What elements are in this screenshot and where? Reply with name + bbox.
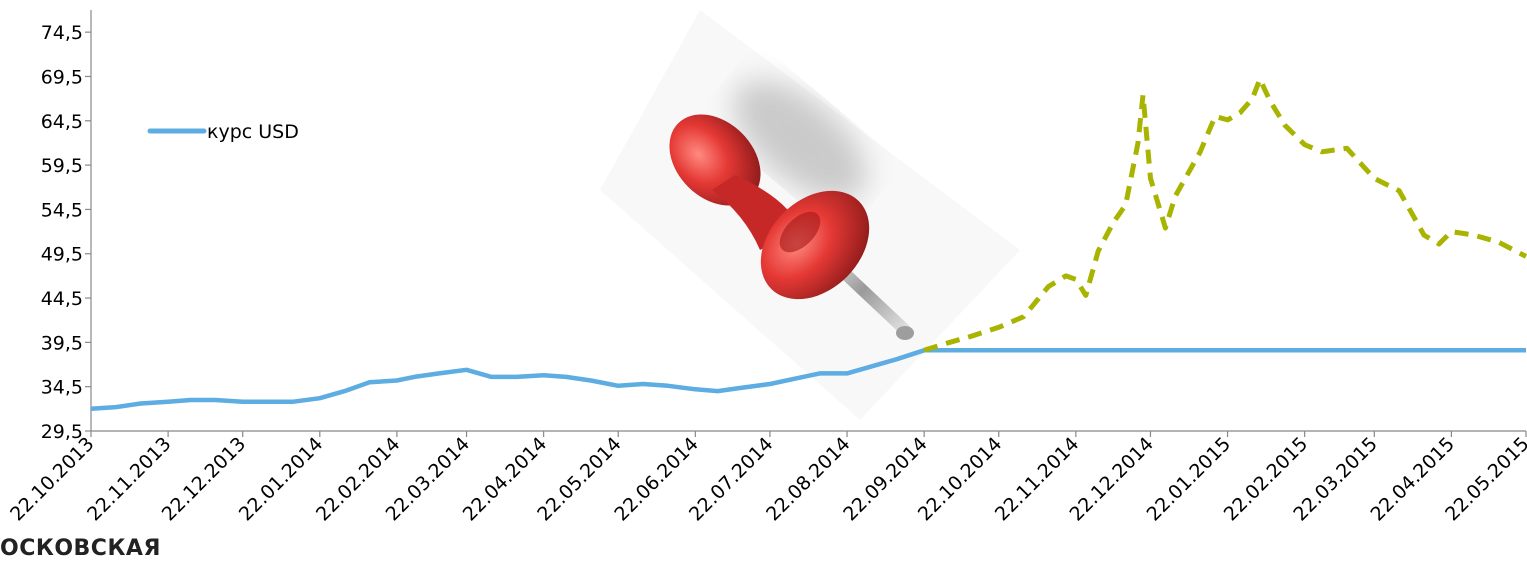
- legend-label: курс USD: [207, 121, 299, 143]
- series-layer: [90, 76, 1527, 412]
- y-tick-label: 69,5: [41, 66, 83, 88]
- y-tick-label: 54,5: [41, 199, 83, 221]
- x-axis-ticks: 22.10.201322.11.201322.12.201322.01.2014…: [6, 431, 1527, 525]
- pushpin-icon: [600, 10, 1020, 420]
- y-tick-label: 34,5: [41, 377, 83, 399]
- y-tick-label: 39,5: [41, 332, 83, 354]
- y-tick-label: 64,5: [41, 111, 83, 133]
- y-tick-label: 44,5: [41, 288, 83, 310]
- y-tick-label: 29,5: [41, 421, 83, 443]
- y-tick-label: 59,5: [41, 155, 83, 177]
- y-axis-ticks: 29,5 34,5 39,5 44,5 49,5 54,5 59,5 64,5 69,5 74,5: [41, 22, 91, 443]
- series-line-1: [90, 348, 1526, 412]
- series-line-2: [923, 76, 1527, 353]
- y-tick-label: 49,5: [41, 244, 83, 266]
- legend: курс USD: [147, 121, 299, 143]
- axes: [90, 10, 1526, 432]
- y-tick-label: 74,5: [41, 22, 83, 44]
- footer-text: ОСКОВСКАЯ: [0, 536, 161, 561]
